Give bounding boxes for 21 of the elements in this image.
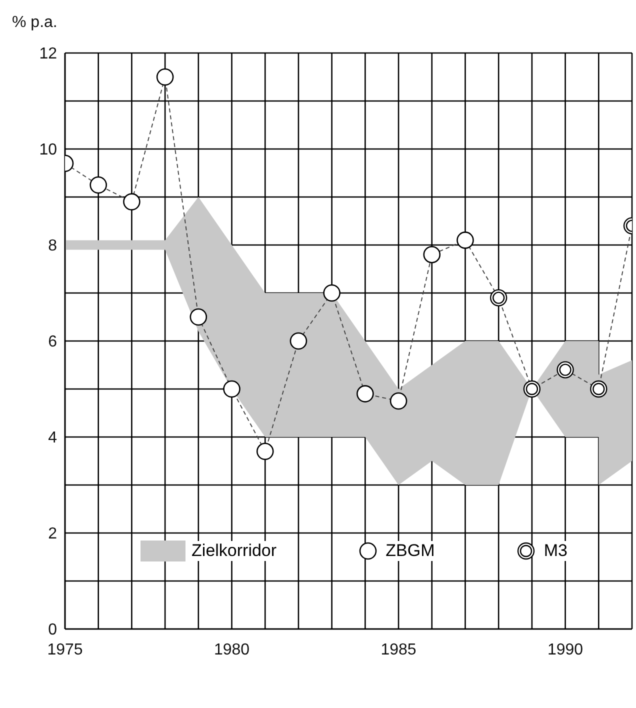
point [190,308,208,326]
y-tick-label: 12 [39,46,58,63]
y-axis-title: % p.a. [12,14,58,32]
point [223,380,240,398]
legend-label: M3 [544,541,568,561]
x-tick-label: 1975 [47,641,83,658]
y-tick-label: 10 [39,142,58,159]
y-tick-label: 0 [48,622,58,639]
y-tick-label: 6 [48,334,58,351]
point [390,392,408,410]
x-tick-label: 1980 [214,641,250,658]
point [356,385,374,402]
x-tick-label: 1985 [380,641,416,658]
legend-label: Zielkorridor [192,541,277,561]
x-tick-label: 1990 [547,641,584,658]
y-tick-label: 2 [48,526,58,543]
legend-label: ZBGM [386,541,435,561]
y-tick-label: 8 [48,238,58,255]
y-tick-label: 4 [48,430,58,447]
point [290,332,308,350]
point [323,284,340,302]
